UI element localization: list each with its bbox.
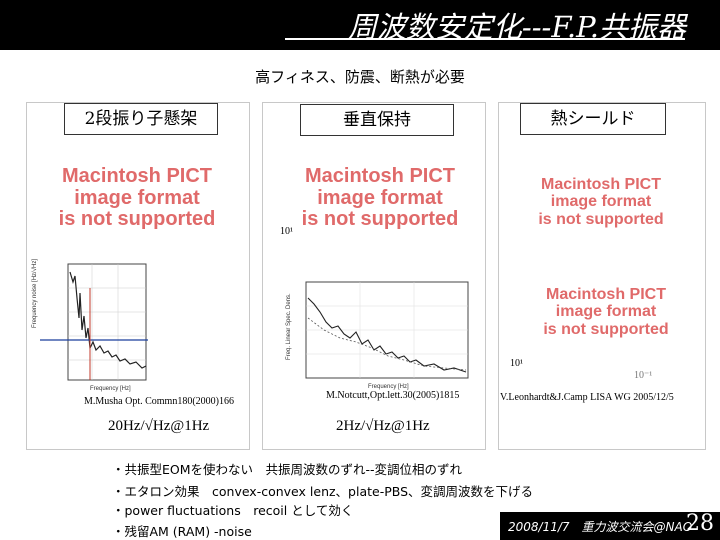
bullet-item: ・エタロン効果 convex-convex lenz、plate-PBS、変調周… — [112, 484, 534, 499]
title-bar — [0, 0, 720, 50]
bullet-item: ・共振型EOMを使わない 共振周波数のずれ--変調位相のずれ — [112, 462, 463, 477]
page-number: 28 — [686, 511, 714, 536]
pict-placeholder-right-bottom: Macintosh PICT image format is not suppo… — [526, 286, 686, 338]
panel-right — [498, 102, 706, 450]
tick-label: 10¹ — [280, 226, 293, 237]
pict-line: is not supported — [301, 208, 459, 231]
svg-text:Freq. Linear Spec. Dens.: Freq. Linear Spec. Dens. — [286, 293, 292, 360]
bullet-item: ・残留AM (RAM) -noise — [112, 524, 252, 539]
pict-line: Macintosh PICT — [545, 286, 666, 303]
panel-middle — [262, 102, 486, 450]
pict-line: is not supported — [58, 208, 216, 231]
tick-label: 10¹ — [510, 358, 523, 369]
heading-thermal-shield: 熱シールド — [520, 103, 666, 135]
heading-two-stage-suspension: 2段振り子懸架 — [64, 103, 218, 135]
pict-line: image format — [317, 186, 443, 209]
footer-date-event: 2008/11/7 重力波交流会@NAO — [508, 520, 693, 534]
svg-text:Frequency [Hz]: Frequency [Hz] — [368, 384, 409, 390]
tick-label: 10⁻¹ — [634, 370, 653, 381]
slide-subtitle: 高フィネス、防震、断熱が必要 — [255, 68, 465, 86]
pict-placeholder-left: Macintosh PICT image format is not suppo… — [34, 165, 240, 231]
pict-line: image format — [74, 186, 200, 209]
pict-line: image format — [550, 193, 652, 211]
pict-line: image format — [555, 303, 657, 321]
frequency-noise-plot-middle: Freq. Linear Spec. Dens. Frequency [Hz] — [286, 281, 469, 390]
pict-placeholder-middle: Macintosh PICT image format is not suppo… — [296, 165, 464, 231]
pict-line: Macintosh PICT — [304, 165, 455, 187]
footer-bar — [500, 512, 720, 540]
panel-left — [26, 102, 250, 450]
pict-line: Macintosh PICT — [61, 165, 212, 187]
spec-left: 20Hz/√Hz@1Hz — [108, 418, 210, 434]
frequency-noise-plot-left: Frequency noise [Hz/√Hz] Frequency [Hz] — [31, 259, 148, 392]
citation-notcutt: M.Notcutt,Opt.lett.30(2005)1815 — [326, 390, 460, 401]
bullet-item: ・power fluctuations recoil として効く — [112, 503, 354, 518]
pict-placeholder-right-top: Macintosh PICT image format is not suppo… — [516, 176, 686, 228]
pict-line: is not supported — [538, 210, 664, 228]
citation-musha: M.Musha Opt. Commn180(2000)166 — [84, 396, 234, 407]
pict-line: Macintosh PICT — [540, 176, 661, 193]
svg-text:Frequency noise [Hz/√Hz]: Frequency noise [Hz/√Hz] — [31, 259, 38, 328]
svg-text:Frequency [Hz]: Frequency [Hz] — [90, 386, 131, 392]
citation-leonhardt-camp: V.Leonhardt&J.Camp LISA WG 2005/12/5 — [500, 392, 674, 403]
heading-vertical-holding: 垂直保持 — [300, 104, 454, 136]
spec-middle: 2Hz/√Hz@1Hz — [336, 418, 430, 434]
pict-line: is not supported — [543, 320, 669, 338]
title-underline — [285, 38, 685, 40]
